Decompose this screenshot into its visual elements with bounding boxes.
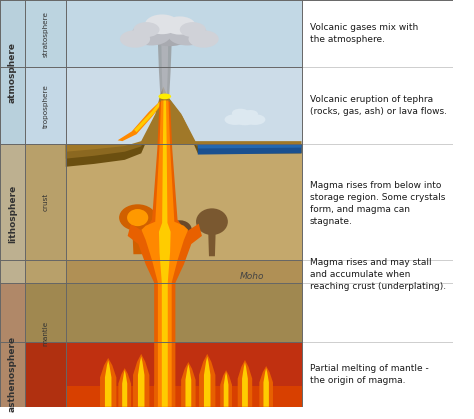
Ellipse shape xyxy=(245,114,265,125)
Ellipse shape xyxy=(232,109,249,117)
Polygon shape xyxy=(264,368,269,407)
Polygon shape xyxy=(220,370,232,407)
Polygon shape xyxy=(199,354,215,407)
Polygon shape xyxy=(181,362,196,407)
Text: Magma rises and may stall
and accumulate when
reaching crust (underplating).: Magma rises and may stall and accumulate… xyxy=(310,258,446,291)
Bar xyxy=(25,145,66,260)
Polygon shape xyxy=(132,230,143,254)
Text: crust: crust xyxy=(42,193,48,212)
Polygon shape xyxy=(177,237,183,256)
Polygon shape xyxy=(158,374,163,407)
Ellipse shape xyxy=(158,93,171,99)
Ellipse shape xyxy=(168,220,192,239)
Bar xyxy=(0,283,25,407)
Polygon shape xyxy=(159,101,171,407)
Ellipse shape xyxy=(145,15,179,34)
Polygon shape xyxy=(138,357,145,407)
Bar xyxy=(66,260,301,283)
Text: asthenosphere: asthenosphere xyxy=(8,336,17,412)
Text: Volcanic eruption of tephra
(rocks, gas, ash) or lava flows.: Volcanic eruption of tephra (rocks, gas,… xyxy=(310,96,447,116)
Bar xyxy=(25,0,66,67)
Polygon shape xyxy=(66,87,301,152)
Ellipse shape xyxy=(196,208,228,235)
Polygon shape xyxy=(128,102,202,407)
Bar xyxy=(66,67,301,145)
Polygon shape xyxy=(259,366,273,407)
Bar xyxy=(25,283,66,341)
Bar xyxy=(301,0,454,407)
Text: troposphere: troposphere xyxy=(42,84,48,128)
Polygon shape xyxy=(118,102,162,141)
Polygon shape xyxy=(185,364,191,407)
Polygon shape xyxy=(134,102,161,132)
Text: lithosphere: lithosphere xyxy=(8,184,17,243)
Ellipse shape xyxy=(145,18,194,46)
Ellipse shape xyxy=(225,114,246,125)
Polygon shape xyxy=(66,92,301,167)
Text: Moho: Moho xyxy=(239,272,264,281)
Ellipse shape xyxy=(164,16,196,35)
Polygon shape xyxy=(198,145,301,155)
Polygon shape xyxy=(105,360,111,407)
Bar xyxy=(66,283,301,341)
Polygon shape xyxy=(66,90,301,159)
Bar xyxy=(66,341,301,407)
Polygon shape xyxy=(133,354,149,407)
Ellipse shape xyxy=(131,23,171,46)
Bar xyxy=(66,0,301,67)
Bar xyxy=(25,341,66,407)
Text: mantle: mantle xyxy=(42,321,48,346)
Text: Volcanic gases mix with
the atmosphere.: Volcanic gases mix with the atmosphere. xyxy=(310,23,418,44)
Ellipse shape xyxy=(119,204,156,231)
Ellipse shape xyxy=(167,23,207,46)
Text: Magma rises from below into
storage region. Some crystals
form, and magma can
st: Magma rises from below into storage regi… xyxy=(310,181,445,225)
Polygon shape xyxy=(237,360,252,407)
Polygon shape xyxy=(204,357,210,407)
Text: atmosphere: atmosphere xyxy=(8,42,17,103)
Ellipse shape xyxy=(231,111,259,125)
Bar xyxy=(66,145,301,260)
Ellipse shape xyxy=(243,110,258,118)
Polygon shape xyxy=(158,43,172,96)
Polygon shape xyxy=(122,370,127,407)
Ellipse shape xyxy=(120,30,150,48)
Polygon shape xyxy=(224,372,228,407)
Polygon shape xyxy=(141,101,188,407)
Polygon shape xyxy=(242,362,248,407)
Polygon shape xyxy=(118,368,131,407)
Bar xyxy=(0,145,25,283)
Text: Partial melting of mantle -
the origin of magma.: Partial melting of mantle - the origin o… xyxy=(310,364,428,385)
Polygon shape xyxy=(198,145,301,148)
Ellipse shape xyxy=(180,22,206,37)
Ellipse shape xyxy=(134,22,159,37)
Bar xyxy=(66,386,301,407)
Ellipse shape xyxy=(127,209,148,226)
Ellipse shape xyxy=(189,30,219,48)
Polygon shape xyxy=(154,372,166,407)
Polygon shape xyxy=(161,43,168,96)
Bar xyxy=(25,260,66,283)
Bar xyxy=(25,67,66,145)
Text: stratosphere: stratosphere xyxy=(42,10,48,57)
Polygon shape xyxy=(208,232,216,256)
Polygon shape xyxy=(100,358,116,407)
Bar xyxy=(0,0,25,145)
